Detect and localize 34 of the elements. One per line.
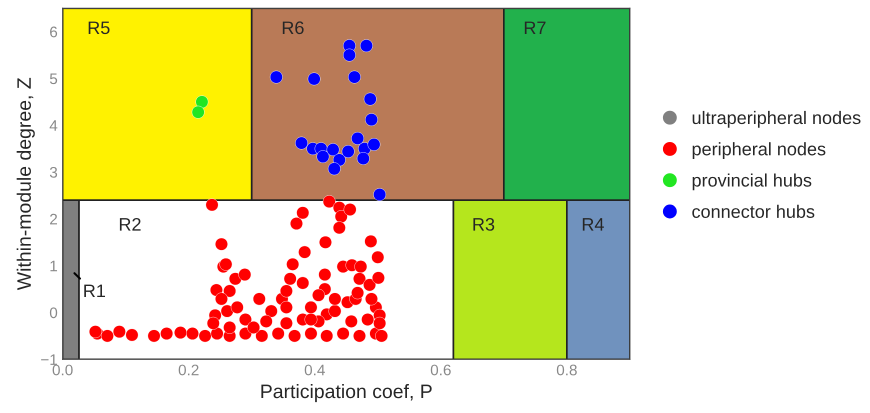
x-tick-label: 0.0 [52,364,73,376]
band-label: R6 [282,21,304,34]
y-tick-label: 1 [50,260,58,272]
point [365,113,378,126]
y-tick-label: 4 [50,120,58,131]
x-tick-label: 0.4 [304,364,325,376]
legend-label: peripheral nodes [692,142,826,160]
band-label: R2 [120,218,141,231]
band-label: R1 [84,284,106,298]
band-label: R7 [524,22,546,34]
point [360,39,373,52]
band-label: R3 [473,218,494,231]
point [348,70,361,84]
legend-label: connector hubs [692,204,814,218]
y-axis-title: Within-module degree, Z [16,78,35,290]
legend-label: ultraperipheral nodes [692,110,861,128]
x-axis-title: Participation coef, P [261,384,432,402]
point [351,132,364,145]
legend-label: provincial hubs [692,173,812,190]
y-tick-label: 3 [50,166,58,178]
band-label: R4 [582,218,604,231]
y-tick-label: −1 [41,354,58,365]
point [368,138,380,151]
x-tick-label: 0.2 [178,364,199,376]
y-tick-label: 0 [50,307,58,318]
x-tick-label: 0.8 [556,364,577,376]
y-tick-label: 6 [50,26,58,38]
band-label: R5 [88,22,110,34]
y-tick-label: 2 [50,214,58,224]
y-tick-label: 5 [50,73,58,84]
point [270,70,283,84]
point [356,152,370,165]
x-tick-label: 0.6 [430,364,451,376]
point [342,145,355,158]
